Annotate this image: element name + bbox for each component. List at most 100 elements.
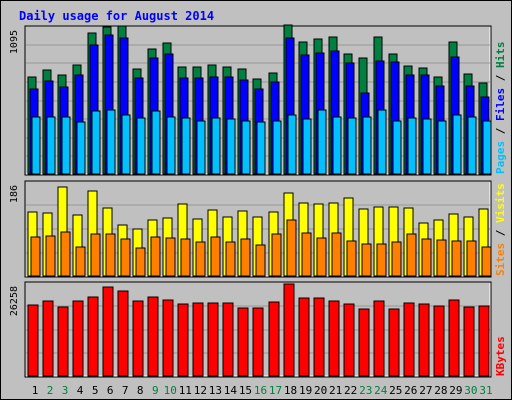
bar-sites-day-4 xyxy=(75,246,86,277)
x-tick-day-23: 23 xyxy=(359,384,372,397)
y-max-label: 26258 xyxy=(9,286,20,316)
bar-kbytes-day-1 xyxy=(27,304,39,377)
bar-sites-day-13 xyxy=(210,236,221,277)
legend-separator: / xyxy=(494,121,507,141)
legend-visits: Visits xyxy=(494,183,507,223)
bar-pages-day-13 xyxy=(211,117,221,175)
bar-pages-day-24 xyxy=(377,109,387,175)
x-tick-day-12: 12 xyxy=(194,384,207,397)
bar-sites-day-22 xyxy=(346,240,357,277)
bar-sites-day-5 xyxy=(90,233,101,277)
bar-sites-day-6 xyxy=(105,233,116,277)
bar-pages-day-23 xyxy=(362,116,372,175)
x-tick-day-21: 21 xyxy=(329,384,342,397)
bar-kbytes-day-7 xyxy=(117,290,129,377)
y-max-label: 1095 xyxy=(9,30,20,54)
x-tick-day-13: 13 xyxy=(209,384,222,397)
bar-kbytes-day-10 xyxy=(162,299,174,377)
bar-kbytes-day-29 xyxy=(448,299,460,377)
x-tick-day-20: 20 xyxy=(314,384,327,397)
x-tick-day-31: 31 xyxy=(479,384,492,397)
bar-sites-day-11 xyxy=(180,238,191,277)
bar-pages-day-6 xyxy=(106,109,116,175)
bar-pages-day-2 xyxy=(46,116,56,175)
bar-pages-day-9 xyxy=(151,110,161,175)
bar-pages-day-15 xyxy=(241,120,251,175)
bar-sites-day-15 xyxy=(240,238,251,277)
legend-files: Files xyxy=(494,88,507,121)
legend-separator: / xyxy=(494,223,507,243)
bar-pages-day-28 xyxy=(437,120,447,175)
bar-sites-day-20 xyxy=(316,237,327,277)
bar-pages-day-1 xyxy=(31,116,41,175)
x-tick-day-29: 29 xyxy=(449,384,462,397)
bar-kbytes-day-3 xyxy=(57,306,69,377)
bar-pages-day-18 xyxy=(287,114,297,175)
bar-sites-day-23 xyxy=(361,243,372,277)
legend-pages: Pages xyxy=(494,141,507,174)
bar-sites-day-9 xyxy=(150,236,161,277)
bar-sites-day-21 xyxy=(331,232,342,277)
bar-sites-day-12 xyxy=(195,241,206,277)
x-tick-day-1: 1 xyxy=(32,384,39,397)
chart-title: Daily usage for August 2014 xyxy=(19,9,214,23)
bar-sites-day-3 xyxy=(60,231,71,277)
bar-sites-day-19 xyxy=(301,232,312,277)
bar-kbytes-day-26 xyxy=(403,302,415,377)
bar-pages-day-5 xyxy=(91,110,101,175)
x-tick-day-4: 4 xyxy=(77,384,84,397)
panel-visits-sites: 186 Sites / Visits xyxy=(9,180,507,278)
x-tick-day-2: 2 xyxy=(47,384,54,397)
bar-pages-day-19 xyxy=(302,118,312,175)
bar-sites-day-26 xyxy=(406,233,417,277)
bar-kbytes-day-27 xyxy=(418,303,430,377)
x-tick-day-26: 26 xyxy=(404,384,417,397)
x-tick-day-7: 7 xyxy=(122,384,129,397)
series-legend: Pages / Files / Hits xyxy=(494,42,507,175)
bar-pages-day-21 xyxy=(332,116,342,175)
bar-pages-day-30 xyxy=(467,116,477,175)
bar-pages-day-3 xyxy=(61,116,71,175)
bar-kbytes-day-9 xyxy=(147,296,159,377)
x-tick-day-24: 24 xyxy=(374,384,388,397)
bar-sites-day-27 xyxy=(421,238,432,277)
legend-hits: Hits xyxy=(494,42,507,69)
x-tick-day-14: 14 xyxy=(224,384,238,397)
bar-pages-day-7 xyxy=(121,114,131,175)
x-tick-day-30: 30 xyxy=(464,384,477,397)
bar-kbytes-day-12 xyxy=(192,302,204,377)
bar-kbytes-day-30 xyxy=(463,306,475,377)
bar-pages-day-16 xyxy=(256,121,266,175)
bar-sites-day-17 xyxy=(271,233,282,277)
bar-sites-day-14 xyxy=(225,241,236,277)
series-legend: Sites / Visits xyxy=(494,183,507,276)
bar-kbytes-day-31 xyxy=(478,305,490,377)
series-legend: KBytes xyxy=(494,336,507,376)
x-tick-day-10: 10 xyxy=(164,384,177,397)
x-tick-day-15: 15 xyxy=(239,384,252,397)
legend-sites: Sites xyxy=(494,243,507,276)
bar-kbytes-day-18 xyxy=(283,283,295,377)
bar-pages-day-4 xyxy=(76,121,86,175)
bar-kbytes-day-5 xyxy=(87,296,99,377)
bar-kbytes-day-14 xyxy=(222,302,234,377)
bar-pages-day-29 xyxy=(452,114,462,175)
x-tick-day-6: 6 xyxy=(107,384,114,397)
bar-pages-day-12 xyxy=(196,120,206,175)
bar-pages-day-22 xyxy=(347,117,357,175)
x-tick-day-25: 25 xyxy=(389,384,402,397)
bar-kbytes-day-21 xyxy=(328,300,340,377)
x-tick-day-22: 22 xyxy=(344,384,357,397)
bar-sites-day-28 xyxy=(436,239,447,277)
x-tick-day-5: 5 xyxy=(92,384,99,397)
bar-kbytes-day-13 xyxy=(207,302,219,377)
x-tick-day-28: 28 xyxy=(434,384,447,397)
bar-kbytes-day-24 xyxy=(373,300,385,377)
bar-pages-day-20 xyxy=(317,109,327,175)
bar-sites-day-2 xyxy=(45,235,56,277)
bar-kbytes-day-28 xyxy=(433,305,445,377)
x-tick-day-11: 11 xyxy=(179,384,192,397)
bar-pages-day-17 xyxy=(272,120,282,175)
